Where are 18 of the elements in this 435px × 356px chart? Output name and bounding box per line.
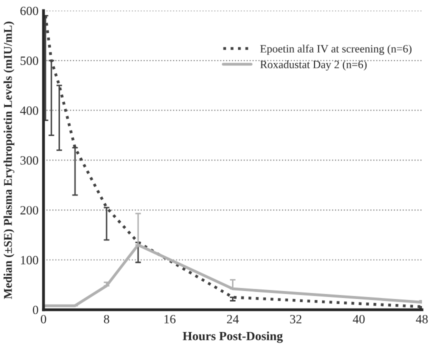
x-axis-title: Hours Post-Dosing	[182, 331, 283, 343]
x-tick-label: 32	[290, 314, 302, 324]
legend-label: Epoetin alfa IV at screening (n=6)	[260, 44, 412, 55]
y-axis-title: Median (±SE) Plasma Erythropoietin Levels (mIU/mL)	[4, 22, 14, 300]
y-tick-label: 0	[32, 306, 38, 314]
x-tick-label: 48	[416, 314, 428, 324]
y-tick-label: 400	[20, 106, 38, 115]
x-tick-label: 0	[40, 314, 46, 324]
y-tick-label: 300	[20, 156, 38, 165]
legend-label: Roxadustat Day 2 (n=6)	[260, 60, 367, 71]
y-tick-label: 500	[20, 56, 38, 65]
x-tick-label: 24	[227, 314, 239, 324]
y-tick-label: 100	[20, 256, 38, 264]
x-tick-label: 16	[164, 314, 176, 324]
y-tick-label: 200	[20, 206, 38, 214]
y-tick-label: 600	[20, 6, 38, 16]
x-tick-label: 8	[104, 314, 110, 324]
x-tick-label: 40	[352, 314, 365, 324]
